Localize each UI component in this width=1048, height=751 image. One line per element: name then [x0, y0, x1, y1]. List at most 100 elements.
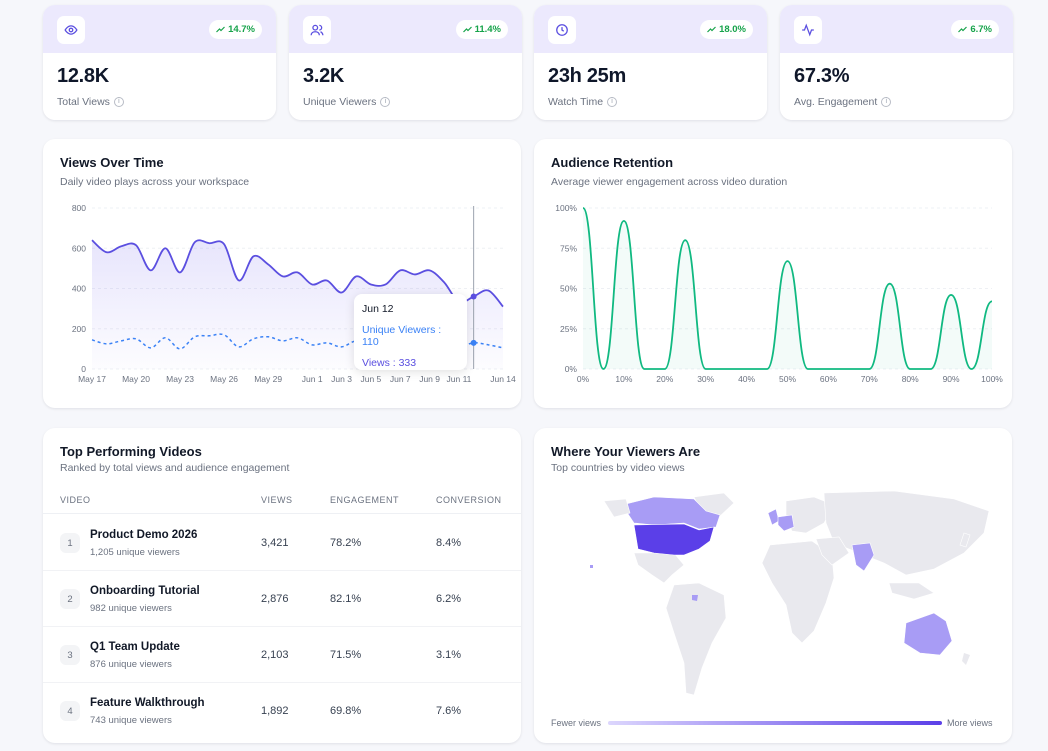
chart-subtitle: Daily video plays across your workspace: [60, 176, 250, 188]
table-row[interactable]: 4 Feature Walkthrough 743 unique viewers…: [43, 683, 521, 739]
x-tick-label: Jun 14: [490, 374, 516, 384]
y-tick-label: 25%: [560, 324, 577, 334]
cell-views: 1,892: [261, 705, 289, 717]
region-mexico[interactable]: [633, 552, 685, 584]
x-tick-label: 50%: [779, 374, 796, 384]
series-line-retention: [582, 207, 993, 370]
viewers-map-card: Where Your Viewers Are Top countries by …: [534, 428, 1012, 743]
col-engagement[interactable]: ENGAGEMENT: [330, 495, 400, 505]
retention-area: [583, 208, 992, 369]
x-tick-label: Jun 7: [390, 374, 411, 384]
kpi-value: 12.8K: [57, 65, 109, 87]
y-tick-label: 0%: [565, 364, 578, 374]
y-tick-label: 75%: [560, 243, 577, 253]
chart-tooltip: Jun 12 Unique Viewers : 110 Views : 333: [354, 294, 467, 370]
x-tick-label: Jun 5: [360, 374, 381, 384]
y-tick-label: 400: [72, 284, 86, 294]
y-tick-label: 0: [81, 364, 86, 374]
trend-up-icon: [462, 26, 472, 33]
trend-up-icon: [707, 26, 716, 33]
video-unique-viewers: 876 unique viewers: [90, 659, 172, 670]
map-subtitle: Top countries by video views: [551, 462, 685, 474]
region-canada[interactable]: [621, 496, 721, 530]
info-icon[interactable]: i: [380, 97, 391, 107]
x-tick-label: May 20: [122, 374, 150, 384]
x-tick-label: 10%: [615, 374, 632, 384]
users-icon: [303, 16, 331, 44]
region-hawaii[interactable]: [590, 565, 593, 568]
retention-chart[interactable]: 0% 25% 50% 75% 100% 0% 10% 20% 30% 40% 50% 60% 70% 8…: [534, 139, 1012, 408]
hover-point-views: [470, 293, 477, 300]
region-middle-east[interactable]: [815, 536, 850, 566]
clock-icon: [548, 16, 576, 44]
legend-low-label: Fewer views: [551, 718, 602, 728]
map-title: Where Your Viewers Are: [551, 444, 701, 459]
cell-conversion: 6.2%: [436, 593, 462, 605]
region-uk[interactable]: [767, 508, 780, 526]
region-new-zealand[interactable]: [962, 653, 970, 665]
kpi-label: Watch Time i: [548, 96, 618, 108]
table-row[interactable]: 3 Q1 Team Update 876 unique viewers 2,10…: [43, 627, 521, 683]
trend-badge: 11.4%: [455, 20, 508, 39]
table-row[interactable]: 2 Onboarding Tutorial 982 unique viewers…: [43, 571, 521, 627]
region-japan[interactable]: [959, 532, 971, 548]
trend-up-icon: [216, 26, 225, 33]
y-tick-label: 50%: [560, 284, 577, 294]
region-india[interactable]: [851, 542, 875, 572]
hover-point-unique: [470, 339, 477, 346]
x-tick-label: May 17: [78, 374, 106, 384]
activity-icon: [794, 16, 822, 44]
x-tick-label: May 23: [166, 374, 194, 384]
world-map[interactable]: [534, 483, 1012, 733]
series-line-views: [91, 239, 504, 308]
cell-engagement: 78.2%: [330, 537, 362, 549]
rank-badge: 3: [60, 645, 80, 665]
region-western-europe[interactable]: [777, 514, 795, 532]
tooltip-views: Views : 333: [362, 357, 417, 369]
kpi-label: Avg. Engagement i: [794, 96, 892, 108]
cell-views: 2,876: [261, 593, 289, 605]
views-over-time-card: Views Over Time Daily video plays across…: [43, 139, 521, 408]
cell-views: 2,103: [261, 649, 289, 661]
region-alaska[interactable]: [603, 498, 631, 518]
x-tick-label: May 26: [210, 374, 238, 384]
kpi-card-avg-engagement: 6.7% 67.3% Avg. Engagement i: [780, 5, 1013, 120]
cell-engagement: 82.1%: [330, 593, 362, 605]
rank-badge: 1: [60, 533, 80, 553]
x-tick-label: 0%: [577, 374, 590, 384]
info-icon[interactable]: i: [113, 97, 124, 107]
x-tick-label: 70%: [861, 374, 878, 384]
x-tick-label: 60%: [820, 374, 837, 384]
y-tick-label: 200: [72, 324, 86, 334]
col-views[interactable]: VIEWS: [261, 495, 293, 505]
trend-badge: 14.7%: [209, 20, 262, 39]
x-tick-label: 80%: [902, 374, 919, 384]
col-video[interactable]: VIDEO: [60, 495, 91, 505]
series-line-unique-viewers: [91, 333, 504, 350]
region-southeast-asia[interactable]: [888, 582, 935, 600]
info-icon[interactable]: i: [607, 97, 618, 107]
region-colombia[interactable]: [692, 595, 698, 601]
x-tick-label: Jun 1: [302, 374, 323, 384]
rank-badge: 4: [60, 701, 80, 721]
region-australia[interactable]: [903, 612, 953, 656]
kpi-value: 67.3%: [794, 65, 850, 87]
trend-badge: 18.0%: [700, 20, 753, 39]
x-tick-label: May 29: [254, 374, 282, 384]
info-icon[interactable]: i: [881, 97, 892, 107]
chart-title: Views Over Time: [60, 155, 164, 170]
video-name[interactable]: Feature Walkthrough: [90, 697, 205, 709]
video-name[interactable]: Q1 Team Update: [90, 641, 180, 653]
col-conversion[interactable]: CONVERSION: [436, 495, 502, 505]
tooltip-date: Jun 12: [362, 303, 394, 315]
kpi-card-unique-viewers: 11.4% 3.2K Unique Viewers i: [289, 5, 522, 120]
region-south-america[interactable]: [665, 582, 727, 696]
top-videos-card: Top Performing Videos Ranked by total vi…: [43, 428, 521, 743]
table-row[interactable]: 1 Product Demo 2026 1,205 unique viewers…: [43, 515, 521, 571]
x-tick-label: 30%: [697, 374, 714, 384]
video-name[interactable]: Product Demo 2026: [90, 529, 198, 541]
cell-engagement: 69.8%: [330, 705, 362, 717]
trend-badge: 6.7%: [951, 20, 999, 39]
region-usa[interactable]: [633, 523, 715, 556]
video-name[interactable]: Onboarding Tutorial: [90, 585, 200, 597]
